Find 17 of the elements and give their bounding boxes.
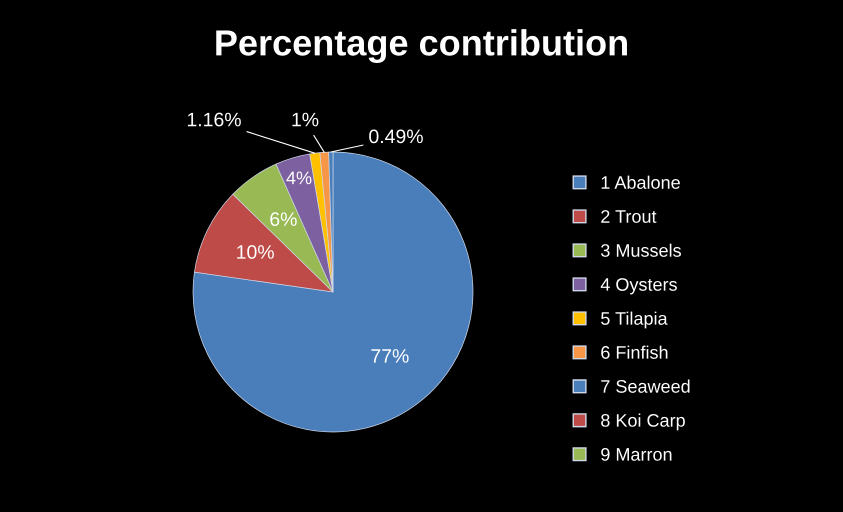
legend-label: 2 Trout	[601, 210, 656, 223]
data-label: 1%	[292, 112, 318, 126]
data-label: 77%	[371, 349, 409, 363]
data-label: 10%	[237, 245, 274, 259]
data-label: 0.49%	[369, 129, 423, 144]
legend-label: 5 Tilapia	[601, 312, 668, 328]
data-label: 4%	[286, 172, 312, 184]
data-label: 1.16%	[188, 112, 241, 126]
legend-label: 3 Mussels	[601, 244, 681, 257]
chart-title: Percentage contribution	[216, 29, 627, 63]
legend-label: 9 Marron	[601, 448, 672, 461]
legend-label: 7 Seaweed	[601, 380, 690, 393]
legend-label: 8 Koi Carp	[601, 414, 685, 430]
data-label: 6%	[270, 212, 297, 226]
legend-label: 4 Oysters	[600, 278, 677, 294]
legend-label: 6 Finfish	[601, 346, 668, 359]
legend-label: 1 Abalone	[602, 176, 680, 189]
